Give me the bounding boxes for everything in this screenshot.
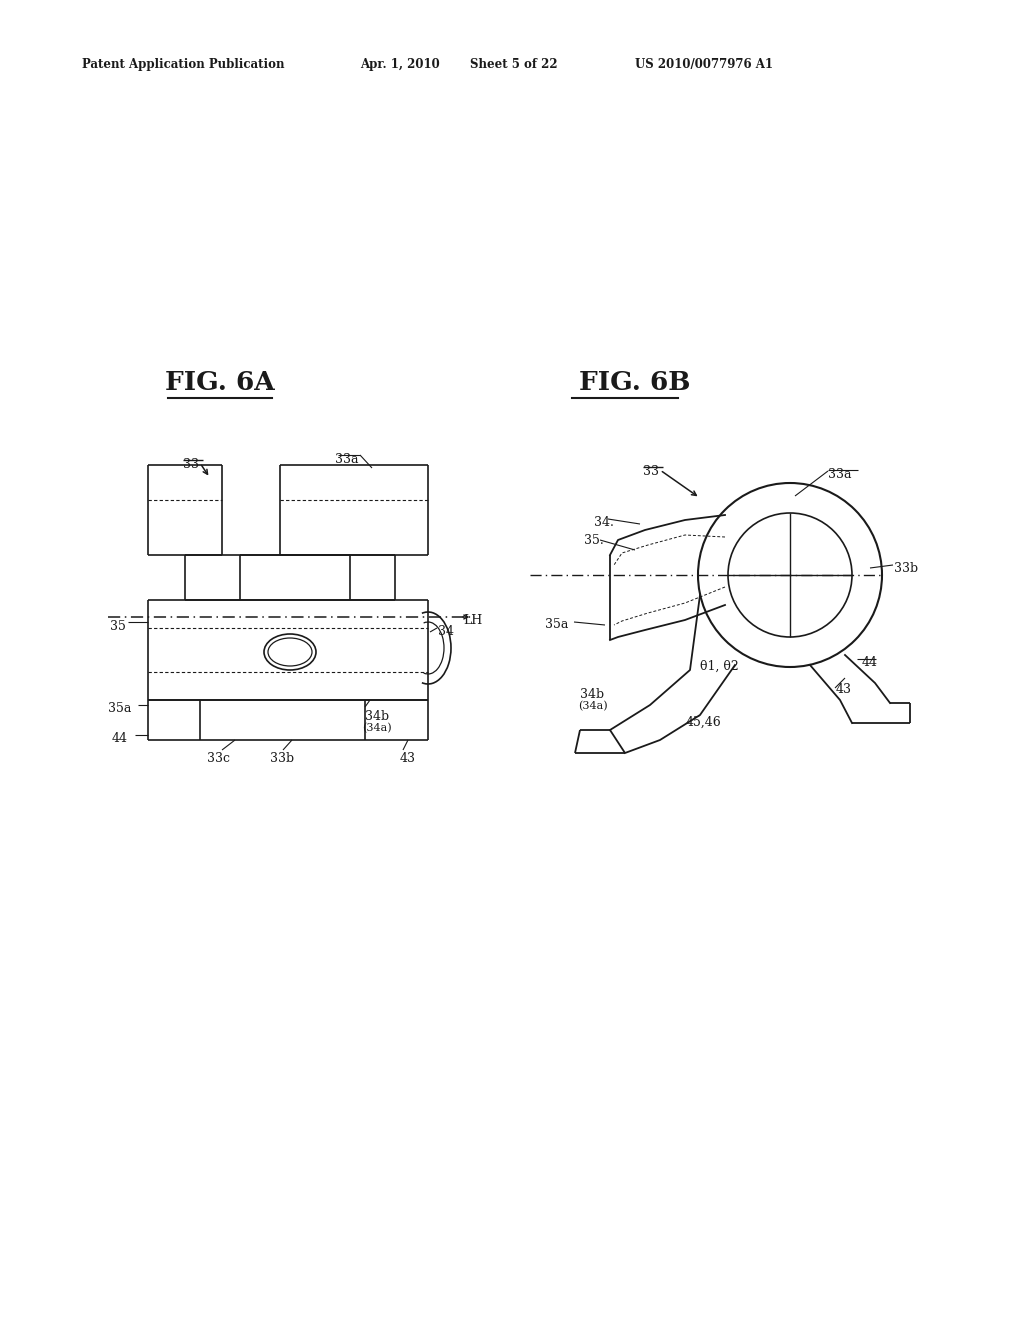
Text: 33a: 33a bbox=[828, 469, 852, 480]
Text: 35a: 35a bbox=[545, 618, 568, 631]
Text: (34a): (34a) bbox=[362, 723, 391, 734]
Text: 35a: 35a bbox=[108, 702, 131, 715]
Text: 34b: 34b bbox=[580, 688, 604, 701]
Text: θ1, θ2: θ1, θ2 bbox=[700, 660, 738, 673]
Text: 33: 33 bbox=[643, 465, 659, 478]
Text: Apr. 1, 2010: Apr. 1, 2010 bbox=[360, 58, 439, 71]
Text: 35: 35 bbox=[110, 620, 126, 634]
Text: 33c: 33c bbox=[207, 752, 230, 766]
Text: FIG. 6A: FIG. 6A bbox=[165, 370, 274, 395]
Text: 43: 43 bbox=[400, 752, 416, 766]
Text: 33b: 33b bbox=[270, 752, 294, 766]
Text: 33b: 33b bbox=[894, 562, 919, 576]
Text: (34a): (34a) bbox=[578, 701, 607, 711]
Text: 34: 34 bbox=[438, 624, 454, 638]
Text: 43: 43 bbox=[836, 682, 852, 696]
Text: 33a: 33a bbox=[335, 453, 358, 466]
Text: 34.: 34. bbox=[594, 516, 613, 529]
Text: Patent Application Publication: Patent Application Publication bbox=[82, 58, 285, 71]
Text: 44: 44 bbox=[862, 656, 878, 669]
Text: FIG. 6B: FIG. 6B bbox=[580, 370, 691, 395]
Text: LH: LH bbox=[463, 614, 482, 627]
Text: 34b: 34b bbox=[365, 710, 389, 723]
Text: US 2010/0077976 A1: US 2010/0077976 A1 bbox=[635, 58, 773, 71]
Text: 45,46: 45,46 bbox=[686, 715, 722, 729]
Text: 35.: 35. bbox=[584, 535, 604, 546]
Text: 33: 33 bbox=[183, 458, 199, 471]
Text: 44: 44 bbox=[112, 733, 128, 744]
Text: Sheet 5 of 22: Sheet 5 of 22 bbox=[470, 58, 558, 71]
